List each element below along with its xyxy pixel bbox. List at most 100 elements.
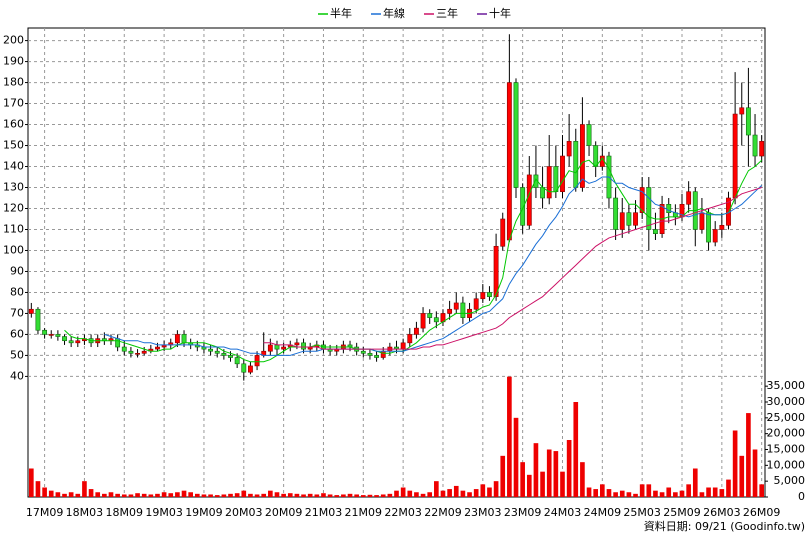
volume-bar	[633, 493, 638, 497]
candle-body	[686, 191, 692, 205]
candle-body	[447, 308, 453, 314]
volume-bar	[553, 451, 559, 497]
candle-body	[35, 308, 41, 331]
volume-bar	[453, 485, 459, 497]
candle-body	[28, 308, 34, 314]
volume-bar	[374, 495, 379, 497]
volume-bar	[434, 481, 439, 497]
volume-bar	[427, 492, 433, 497]
candle-body	[759, 141, 765, 157]
candle-body	[513, 82, 519, 188]
volume-bar	[128, 494, 134, 497]
volume-bar	[606, 489, 612, 497]
candle-body	[752, 134, 758, 157]
candle-body	[460, 302, 466, 318]
volume-bar	[560, 471, 565, 497]
x-tick-label: 21M09	[345, 506, 383, 519]
y2-tick-label: 0	[798, 490, 805, 503]
volume-bar	[460, 490, 466, 497]
volume-bar	[121, 494, 127, 497]
candle-body	[400, 342, 406, 350]
legend-label: 十年	[489, 6, 511, 20]
volume-bar	[732, 430, 738, 497]
y2-tick-label: 30,000	[767, 395, 806, 408]
candle-body	[526, 174, 532, 226]
candle-body	[560, 155, 565, 193]
y2-tick-label: 20,000	[767, 427, 806, 440]
candle-body	[48, 334, 54, 336]
candle-body	[739, 107, 745, 115]
y-tick-label: 190	[3, 55, 24, 68]
volume-bar	[221, 494, 227, 497]
volume-bar	[214, 495, 220, 497]
y2-tick-label: 35,000	[767, 379, 806, 392]
volume-bar	[387, 493, 393, 497]
volume-bar	[752, 449, 758, 497]
volume-bar	[420, 493, 426, 497]
x-tick-label: 17M09	[26, 506, 64, 519]
volume-bar	[653, 490, 658, 497]
volume-bar	[102, 493, 107, 497]
x-tick-label: 24M09	[584, 506, 622, 519]
candle-body	[413, 327, 419, 335]
candle-body	[666, 204, 672, 213]
volume-bar	[520, 462, 525, 497]
volume-bar	[626, 492, 632, 497]
candle-body	[653, 229, 658, 234]
volume-bar	[108, 492, 114, 497]
volume-bar	[706, 487, 711, 497]
candle-body	[228, 355, 233, 358]
volume-bar	[739, 455, 745, 497]
candle-body	[155, 346, 160, 350]
volume-bar	[141, 493, 147, 497]
volume-bar	[467, 492, 472, 497]
volume-bar	[679, 490, 685, 497]
x-tick-label: 22M03	[384, 506, 422, 519]
volume-bar	[659, 492, 665, 497]
candle-body	[62, 336, 67, 342]
candle-body	[699, 212, 705, 230]
volume-bar	[135, 493, 140, 497]
volume-bar	[746, 413, 751, 497]
volume-bar	[712, 487, 718, 497]
candle-body	[506, 82, 512, 241]
candle-body	[360, 350, 366, 354]
volume-bar	[334, 495, 340, 497]
volume-bar	[500, 455, 506, 497]
y2-tick-label: 15,000	[767, 443, 806, 456]
volume-bar	[28, 468, 34, 497]
volume-bar	[354, 494, 359, 497]
volume-bar	[88, 489, 94, 497]
x-tick-label: 26M09	[743, 506, 781, 519]
volume-bar	[613, 492, 618, 497]
candle-body	[427, 313, 433, 318]
x-tick-label: 22M09	[424, 506, 462, 519]
candle-body	[493, 245, 499, 297]
candle-body	[473, 298, 479, 310]
candle-body	[639, 187, 645, 213]
volume-bar	[155, 493, 160, 497]
volume-bar	[194, 493, 200, 497]
volume-bar	[666, 487, 672, 497]
candle-body	[566, 141, 572, 157]
ma-line	[64, 157, 763, 363]
ma-line	[263, 187, 762, 350]
candle-body	[586, 124, 592, 146]
y2-tick-label: 25,000	[767, 411, 806, 424]
legend-label: 半年	[330, 6, 352, 20]
x-tick-label: 19M09	[185, 506, 223, 519]
volume-bar	[414, 492, 419, 497]
candle-body	[579, 124, 585, 188]
candle-body	[540, 187, 545, 199]
y-tick-label: 90	[10, 264, 24, 277]
volume-bar	[686, 484, 691, 497]
volume-bar	[48, 490, 54, 497]
candle-body	[248, 365, 253, 373]
candle-body	[573, 141, 579, 188]
volume-bar	[201, 494, 207, 497]
candle-body	[712, 229, 718, 243]
volume-bar	[480, 484, 486, 497]
volume-bar	[347, 493, 353, 497]
candle-body	[619, 212, 625, 230]
